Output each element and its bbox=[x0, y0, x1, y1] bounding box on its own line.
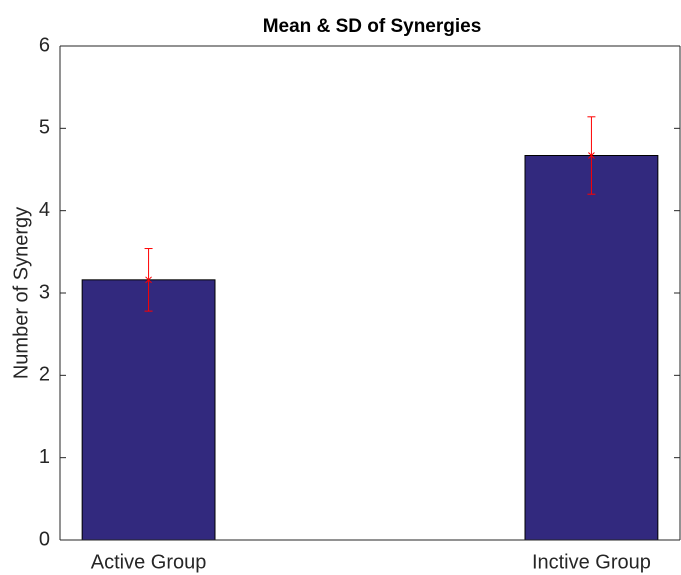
x-tick-label: Active Group bbox=[91, 551, 207, 573]
error-bar bbox=[587, 116, 596, 195]
y-tick-label: 5 bbox=[39, 117, 50, 139]
y-tick-label: 3 bbox=[39, 281, 50, 303]
y-tick-label: 2 bbox=[39, 364, 50, 386]
y-tick-label: 4 bbox=[39, 199, 50, 221]
error-bar bbox=[144, 248, 153, 312]
bar bbox=[524, 155, 659, 541]
bar bbox=[81, 279, 216, 541]
y-tick-label: 0 bbox=[39, 528, 50, 550]
y-tick-label: 6 bbox=[39, 34, 50, 56]
chart-title: Mean & SD of Synergies bbox=[263, 16, 482, 37]
x-tick-label: Inctive Group bbox=[532, 551, 651, 573]
y-tick-label: 1 bbox=[39, 446, 50, 468]
y-axis-label: Number of Synergy bbox=[10, 207, 32, 379]
